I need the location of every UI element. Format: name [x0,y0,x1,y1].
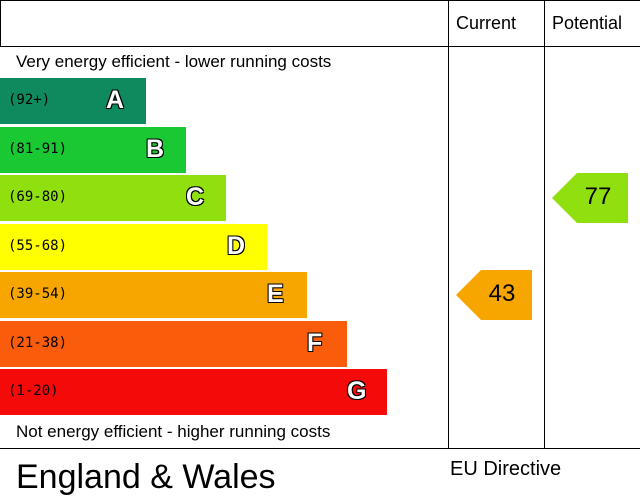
rating-band-b: (81-91) B [0,127,186,173]
rating-band-letter: G [347,377,367,405]
current-rating-arrow: 43 [456,270,532,320]
inefficient-caption: Not energy efficient - higher running co… [16,422,331,441]
rating-band-a: (92+) A [0,78,146,124]
rating-band-range: (21-38) [8,335,68,351]
rating-band-letter: A [106,86,125,114]
current-column-divider [448,0,449,449]
rating-band-letter: F [307,329,323,357]
rating-band-letter: D [227,232,246,260]
rating-band-e: (39-54) E [0,272,307,318]
potential-column-header: Potential [552,13,623,33]
rating-band-range: (55-68) [8,238,68,254]
potential-column-divider [544,0,545,449]
header-divider [0,46,640,47]
potential-rating-value: 77 [584,183,612,210]
efficient-caption: Very energy efficient - lower running co… [16,52,332,71]
rating-band-letter: E [267,280,284,308]
current-column-header: Current [456,13,517,33]
potential-arrow-shape [552,173,628,223]
rating-band-c: (69-80) C [0,175,226,221]
rating-band-letter: B [146,135,165,163]
bottom-divider [0,448,640,449]
left-border [0,0,1,47]
region-label: England & Wales [16,458,276,496]
rating-band-range: (81-91) [8,141,68,157]
top-border [0,0,640,1]
rating-band-letter: C [186,183,205,211]
current-rating-value: 43 [488,280,516,307]
rating-band-f: (21-38) F [0,321,347,367]
potential-rating-arrow: 77 [552,173,628,223]
rating-band-range: (39-54) [8,286,68,302]
rating-band-range: (92+) [8,92,51,108]
directive-label: EU Directive [450,458,562,480]
rating-band-g: (1-20) G [0,369,387,415]
current-arrow-shape [456,270,532,320]
rating-band-range: (69-80) [8,189,68,205]
rating-band-range: (1-20) [8,383,59,399]
rating-band-d: (55-68) D [0,224,267,270]
